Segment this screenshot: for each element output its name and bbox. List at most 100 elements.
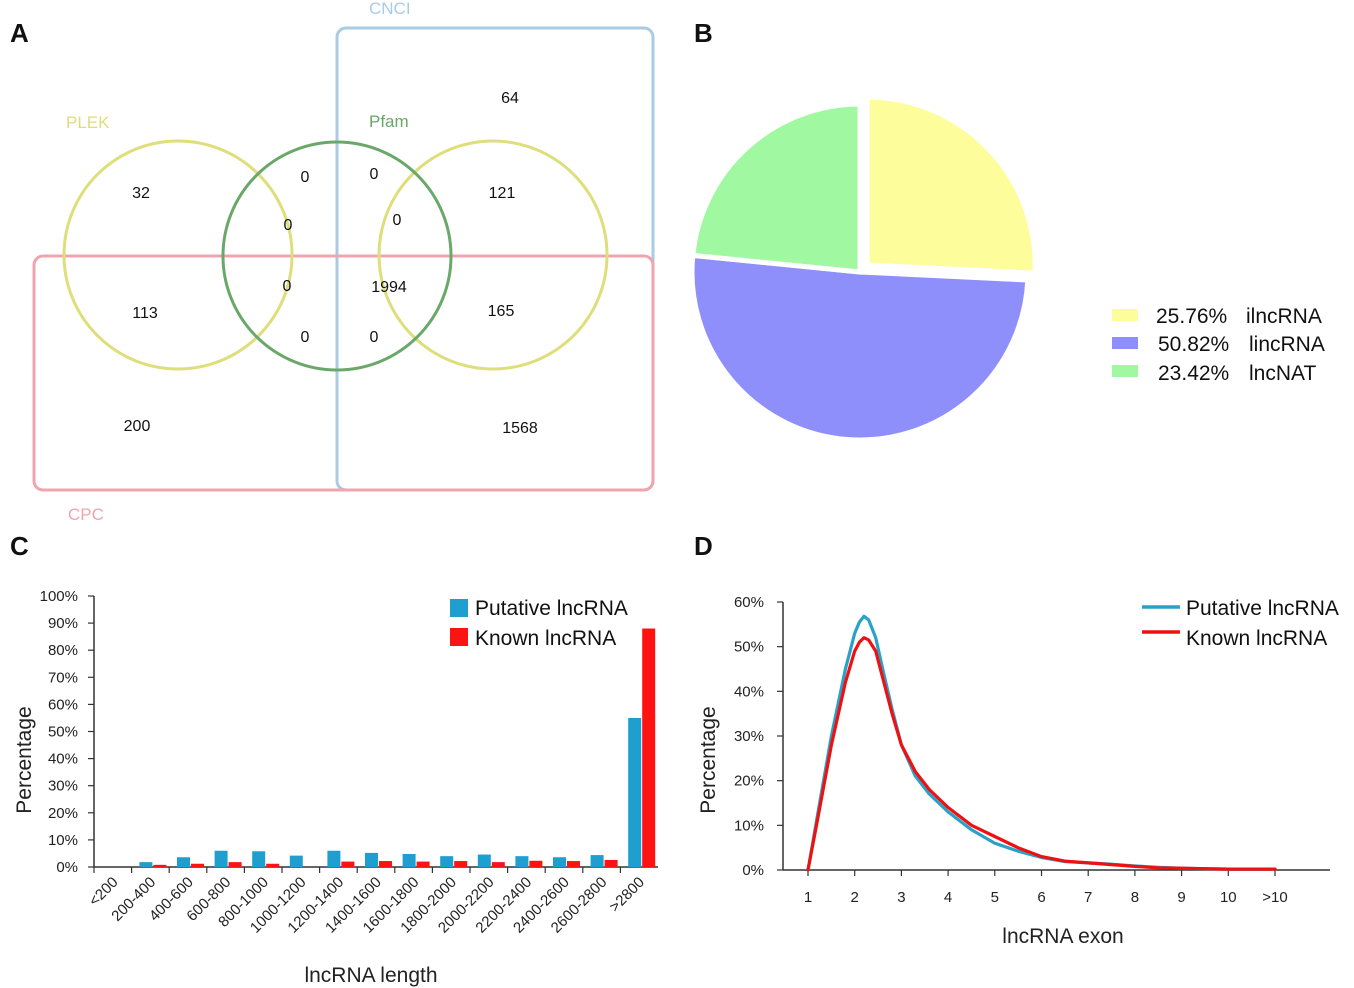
bar-known-lncrna-1200-1400	[341, 861, 355, 867]
line-x-tick-label: 6	[1037, 889, 1045, 906]
bar-y-tick-label: 20%	[48, 805, 78, 822]
line-marks	[806, 614, 1277, 872]
bar-y-tick-label: 80%	[48, 642, 78, 659]
venn-count-core: 1994	[371, 279, 407, 296]
bar-known-lncrna-400-600	[191, 863, 204, 867]
panel-label-d: D	[694, 531, 713, 561]
bar-putative-lncrna-1800-2000	[440, 856, 454, 867]
panel-label-b: B	[694, 18, 713, 48]
bar-x-axis-label: lncRNA length	[304, 964, 437, 987]
bar-legend-label-putative: Putative lncRNA	[475, 597, 628, 620]
bar-chart: 0% 10% 20% 30% 40% 50% 60% 70% 80% 90% 100% <20020…	[13, 588, 658, 987]
line-x-axis-label: lncRNA exon	[1002, 925, 1123, 948]
bar-y-tick-label: 0%	[56, 859, 78, 876]
line-x-tick-label: 10	[1220, 889, 1237, 906]
bar-marks	[139, 628, 656, 867]
line-x-tick-label: 4	[944, 889, 952, 906]
venn-label-plek: PLEK	[66, 113, 110, 132]
line-x-tick-label: 8	[1131, 889, 1139, 906]
line-x-tick-label: 9	[1177, 889, 1185, 906]
venn-count-pfam-mid-left: 0	[284, 217, 293, 234]
venn-count-cpc-only: 200	[124, 418, 151, 435]
venn-diagram: CNCI PLEK Pfam CPC 64 32 0 0 121 0 0 0 1…	[32, 0, 655, 524]
bar-known-lncrna-200-400	[153, 864, 167, 867]
bar-legend-swatch-known	[450, 628, 468, 646]
line-y-ticks: 0% 10% 20% 30% 40% 50% 60%	[734, 594, 783, 879]
bar-putative-lncrna-2400-2600	[553, 857, 566, 867]
line-x-tick-label: 1	[804, 889, 812, 906]
venn-count-pfam-low-left: 0	[283, 278, 292, 295]
bar-known-lncrna-2400-2600	[567, 861, 580, 867]
venn-set-pfam	[221, 140, 453, 372]
bar-y-tick-label: 30%	[48, 778, 78, 795]
bar-putative-lncrna-1000-1200	[289, 855, 303, 867]
bar-y-tick-label: 40%	[48, 751, 78, 768]
bar-legend-swatch-putative	[450, 599, 468, 617]
bar-y-tick-label: 50%	[48, 724, 78, 741]
pie-legend-swatch-lincrna	[1112, 337, 1138, 349]
pie-legend-label-lincrna: lincRNA	[1249, 333, 1325, 356]
pie-slice-lncnat	[690, 101, 863, 275]
panel-label-c: C	[10, 531, 29, 561]
venn-set-plek-right	[377, 139, 609, 371]
venn-set-plek-left	[62, 139, 294, 371]
venn-count-plek-cpc: 113	[132, 305, 158, 322]
line-y-tick-label: 0%	[742, 862, 764, 879]
pie-slice-ilncrna	[864, 94, 1038, 276]
bar-known-lncrna-2600-2800	[604, 859, 618, 867]
pie-legend-swatch-ilncrna	[1112, 309, 1138, 321]
line-legend-label-known: Known lncRNA	[1186, 627, 1327, 650]
bar-legend-label-known: Known lncRNA	[475, 627, 616, 650]
bar-y-tick-label: 70%	[48, 669, 78, 686]
venn-count-plek-pfam-top-left: 0	[301, 169, 310, 186]
line-y-tick-label: 20%	[734, 773, 764, 790]
venn-count-pfam-top-right: 0	[370, 166, 379, 183]
pie-legend-swatch-lncnat	[1112, 365, 1138, 377]
venn-count-plek-only: 32	[132, 185, 150, 202]
bar-known-lncrna-800-1000	[266, 863, 280, 867]
line-y-tick-label: 40%	[734, 683, 764, 700]
bar-putative-lncrna-2600-2800	[590, 855, 604, 867]
bar-putative-lncrna-200-400	[139, 862, 153, 867]
bar-putative-lncrna-1400-1600	[365, 852, 378, 867]
line-y-axis-label: Percentage	[697, 706, 720, 813]
line-x-tick-label: 3	[897, 889, 905, 906]
bar-y-tick-label: 90%	[48, 615, 78, 632]
venn-count-cnci-only: 64	[501, 90, 519, 107]
panel-label-a: A	[10, 18, 29, 48]
bar-y-tick-label: 10%	[48, 832, 78, 849]
line-series-known-lncrna	[806, 636, 1277, 872]
bar-x-ticks: <200200-400400-600600-800800-10001000-12…	[86, 867, 648, 937]
line-y-tick-label: 50%	[734, 639, 764, 656]
bar-y-axis-label: Percentage	[13, 706, 36, 813]
bar-known-lncrna-2000-2200	[491, 862, 505, 867]
line-x-tick-label: 7	[1084, 889, 1092, 906]
venn-count-cnci-cpc: 1568	[502, 420, 538, 437]
bar-known-lncrna-1400-1600	[379, 861, 392, 867]
venn-label-cnci: CNCI	[369, 0, 411, 18]
venn-label-pfam: Pfam	[369, 112, 409, 131]
line-x-ticks: 1 2 3 4 5 6 7 8 9 10 >10	[804, 870, 1288, 906]
bar-putative-lncrna-800-1000	[252, 851, 266, 867]
pie-legend-pct-ilncrna: 25.76%	[1156, 305, 1227, 328]
bar-known-lncrna-2800	[642, 628, 656, 867]
venn-count-plek-cnci-cpc: 165	[488, 303, 515, 320]
pie-legend-pct-lncnat: 23.42%	[1158, 362, 1229, 385]
bar-putative-lncrna-2800	[628, 717, 642, 867]
pie-legend-pct-lincrna: 50.82%	[1158, 333, 1229, 356]
pie-slice-lincrna	[689, 252, 1031, 443]
line-x-tick-label: >10	[1262, 889, 1287, 906]
venn-count-pfam-bottom-right: 0	[370, 329, 379, 346]
venn-label-cpc: CPC	[68, 505, 104, 524]
line-y-tick-label: 30%	[734, 728, 764, 745]
pie-legend-label-ilncrna: ilncRNA	[1246, 305, 1322, 328]
bar-y-tick-label: 60%	[48, 696, 78, 713]
bar-putative-lncrna-1600-1800	[402, 853, 416, 867]
venn-count-pfam-mid-right: 0	[393, 212, 402, 229]
bar-known-lncrna-1600-1800	[416, 861, 430, 867]
line-y-tick-label: 60%	[734, 594, 764, 611]
bar-putative-lncrna-2200-2400	[515, 856, 529, 867]
bar-known-lncrna-1800-2000	[454, 861, 468, 867]
bar-y-tick-label: 100%	[40, 588, 78, 605]
